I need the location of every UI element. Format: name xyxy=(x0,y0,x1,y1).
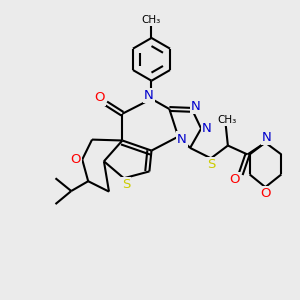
Text: S: S xyxy=(122,178,130,191)
Text: CH₃: CH₃ xyxy=(218,115,237,125)
Text: O: O xyxy=(70,153,81,166)
Text: CH₃: CH₃ xyxy=(142,15,161,25)
Text: O: O xyxy=(260,187,271,200)
Text: N: N xyxy=(177,133,187,146)
Text: O: O xyxy=(230,173,240,186)
Text: S: S xyxy=(207,158,215,171)
Text: N: N xyxy=(202,122,211,135)
Text: N: N xyxy=(144,89,154,102)
Text: N: N xyxy=(262,131,272,144)
Text: N: N xyxy=(191,100,201,113)
Text: O: O xyxy=(94,92,105,104)
